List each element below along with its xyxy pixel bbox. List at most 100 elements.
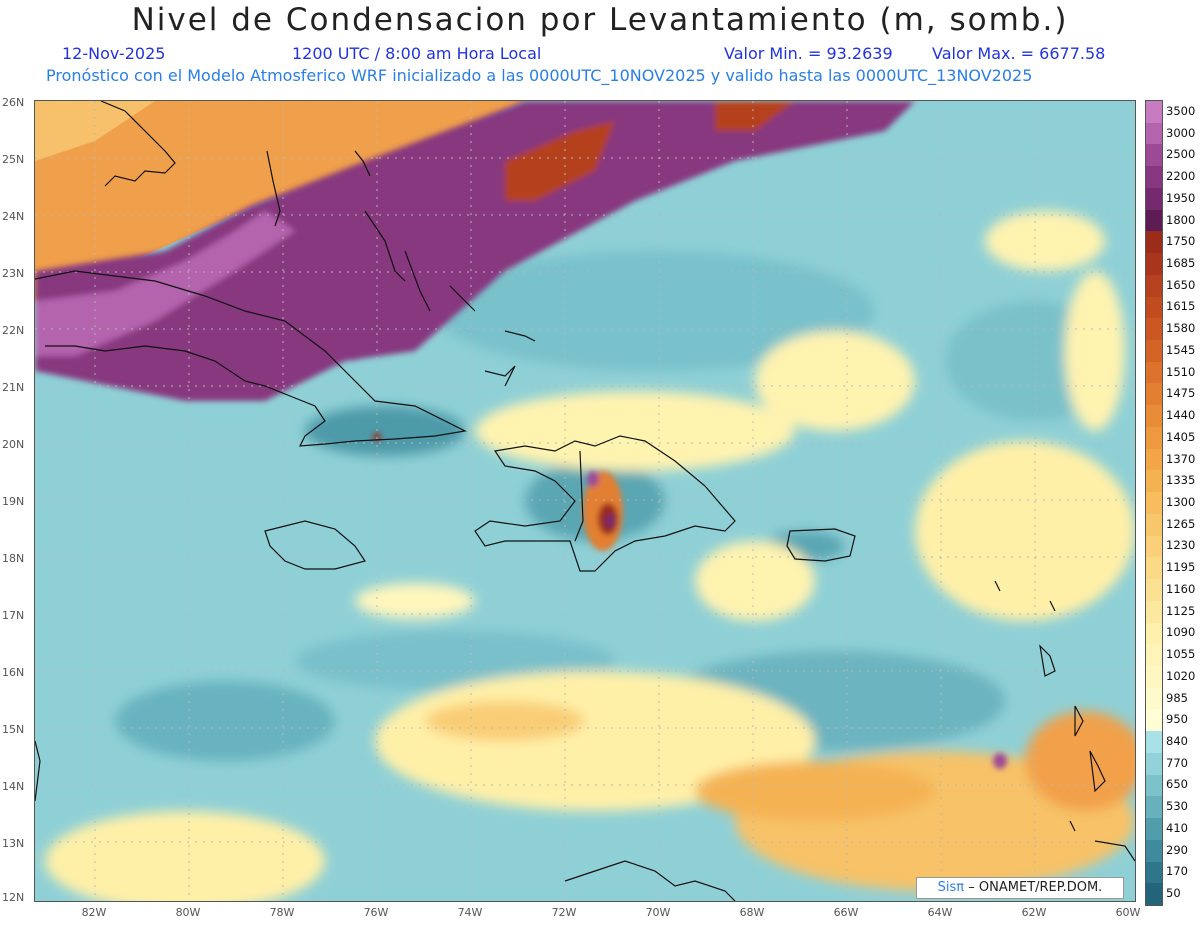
legend-label: 1750 xyxy=(1166,234,1196,249)
map-canvas xyxy=(35,101,1135,901)
legend-label: 170 xyxy=(1166,864,1188,879)
lat-label: 26N xyxy=(2,96,25,109)
legend-swatch xyxy=(1146,209,1162,232)
lon-label: 76W xyxy=(363,906,389,919)
legend-label: 1800 xyxy=(1166,212,1196,227)
florida-coast xyxy=(100,101,176,187)
credit-box: Sisπ – ONAMET/REP.DOM. xyxy=(916,877,1124,899)
legend-label: 2200 xyxy=(1166,169,1196,184)
sispi-logo: Sisπ xyxy=(937,880,965,895)
legend-swatch xyxy=(1146,796,1162,819)
lcl-map xyxy=(34,100,1136,902)
lat-label: 19N xyxy=(2,495,25,508)
lat-label: 24N xyxy=(2,210,25,223)
cuba-coast xyxy=(35,270,467,447)
legend-swatch xyxy=(1146,274,1162,298)
lon-label: 82W xyxy=(81,906,107,919)
legend-label: 2500 xyxy=(1166,147,1196,162)
legend-label: 1475 xyxy=(1166,386,1196,401)
legend-label: 950 xyxy=(1166,712,1188,727)
antigua xyxy=(1049,600,1056,612)
legend-label: 1615 xyxy=(1166,299,1196,314)
bahamas-1 xyxy=(266,150,281,227)
legend-swatch xyxy=(1146,253,1162,276)
color-legend xyxy=(1145,100,1163,906)
legend-label: 1195 xyxy=(1166,560,1196,575)
legend-swatch xyxy=(1146,101,1162,124)
lon-label: 64W xyxy=(927,906,953,919)
model-info: Pronóstico con el Modelo Atmosferico WRF… xyxy=(46,66,1033,85)
legend-label: 1125 xyxy=(1166,603,1196,618)
graticule xyxy=(35,101,1135,901)
lat-label: 22N xyxy=(2,324,25,337)
legend-swatch xyxy=(1146,405,1162,428)
legend-swatch xyxy=(1146,492,1162,515)
legend-label: 1160 xyxy=(1166,581,1196,596)
legend-label: 1370 xyxy=(1166,451,1196,466)
legend-swatch xyxy=(1146,818,1162,841)
south-america-coast xyxy=(564,860,736,901)
legend-label: 1580 xyxy=(1166,321,1196,336)
legend-label: 3000 xyxy=(1166,125,1196,140)
legend-label: 650 xyxy=(1166,777,1188,792)
legend-swatch xyxy=(1146,709,1162,732)
legend-label: 1650 xyxy=(1166,277,1196,292)
st-lucia xyxy=(1089,750,1106,793)
haiti-dr-border xyxy=(574,450,584,542)
legend-label: 1950 xyxy=(1166,190,1196,205)
hispaniola-hotspot xyxy=(373,433,1007,769)
legend-swatch xyxy=(1146,361,1162,384)
central-america-coast xyxy=(35,740,41,802)
lat-label: 23N xyxy=(2,267,25,280)
legend-label: 1230 xyxy=(1166,538,1196,553)
legend-swatch xyxy=(1146,687,1162,710)
legend-swatch xyxy=(1146,644,1162,667)
lon-label: 72W xyxy=(551,906,577,919)
legend-label: 1265 xyxy=(1166,516,1196,531)
credit-text: – ONAMET/REP.DOM. xyxy=(968,880,1103,895)
legend-swatch xyxy=(1146,296,1162,319)
legend-label: 1335 xyxy=(1166,473,1196,488)
max-value: Valor Max. = 6677.58 xyxy=(932,44,1106,63)
lat-label: 14N xyxy=(2,780,25,793)
lon-label: 78W xyxy=(269,906,295,919)
legend-swatch xyxy=(1146,318,1162,341)
grenada xyxy=(1069,820,1076,832)
legend-label: 1510 xyxy=(1166,364,1196,379)
lat-label: 16N xyxy=(2,666,25,679)
forecast-time: 1200 UTC / 8:00 am Hora Local xyxy=(292,44,542,63)
legend-swatch xyxy=(1146,231,1162,254)
legend-label: 1300 xyxy=(1166,495,1196,509)
legend-swatch xyxy=(1146,774,1162,797)
bahamas-3 xyxy=(404,250,431,312)
coastlines xyxy=(35,101,1135,901)
lat-label: 13N xyxy=(2,837,25,850)
min-value: Valor Min. = 93.2639 xyxy=(724,44,893,63)
st-kitts xyxy=(994,580,1001,592)
lat-label: 21N xyxy=(2,381,25,394)
legend-label: 1545 xyxy=(1166,342,1196,357)
lat-label: 15N xyxy=(2,723,25,736)
legend-swatch xyxy=(1146,144,1162,167)
hispaniola-coast xyxy=(474,435,736,572)
bahamas-4 xyxy=(449,285,476,312)
orange-band-light xyxy=(35,101,155,161)
legend-label: 770 xyxy=(1166,755,1188,770)
legend-label: 1020 xyxy=(1166,668,1196,683)
martinique xyxy=(1074,705,1084,737)
legend-label: 1440 xyxy=(1166,408,1196,423)
legend-label: 1055 xyxy=(1166,647,1196,662)
legend-label: 50 xyxy=(1166,886,1181,901)
map-title: Nivel de Condensacion por Levantamiento … xyxy=(131,2,1069,38)
legend-swatch xyxy=(1146,383,1162,406)
legend-label: 530 xyxy=(1166,799,1188,814)
legend-swatch xyxy=(1146,187,1162,211)
trinidad xyxy=(1094,840,1135,862)
legend-swatch xyxy=(1146,579,1162,602)
legend-swatch xyxy=(1146,839,1162,863)
legend-swatch xyxy=(1146,448,1162,471)
bahamas-2 xyxy=(364,210,406,282)
legend-label: 985 xyxy=(1166,690,1188,705)
lat-label: 20N xyxy=(2,438,25,451)
jamaica-coast xyxy=(264,520,366,570)
